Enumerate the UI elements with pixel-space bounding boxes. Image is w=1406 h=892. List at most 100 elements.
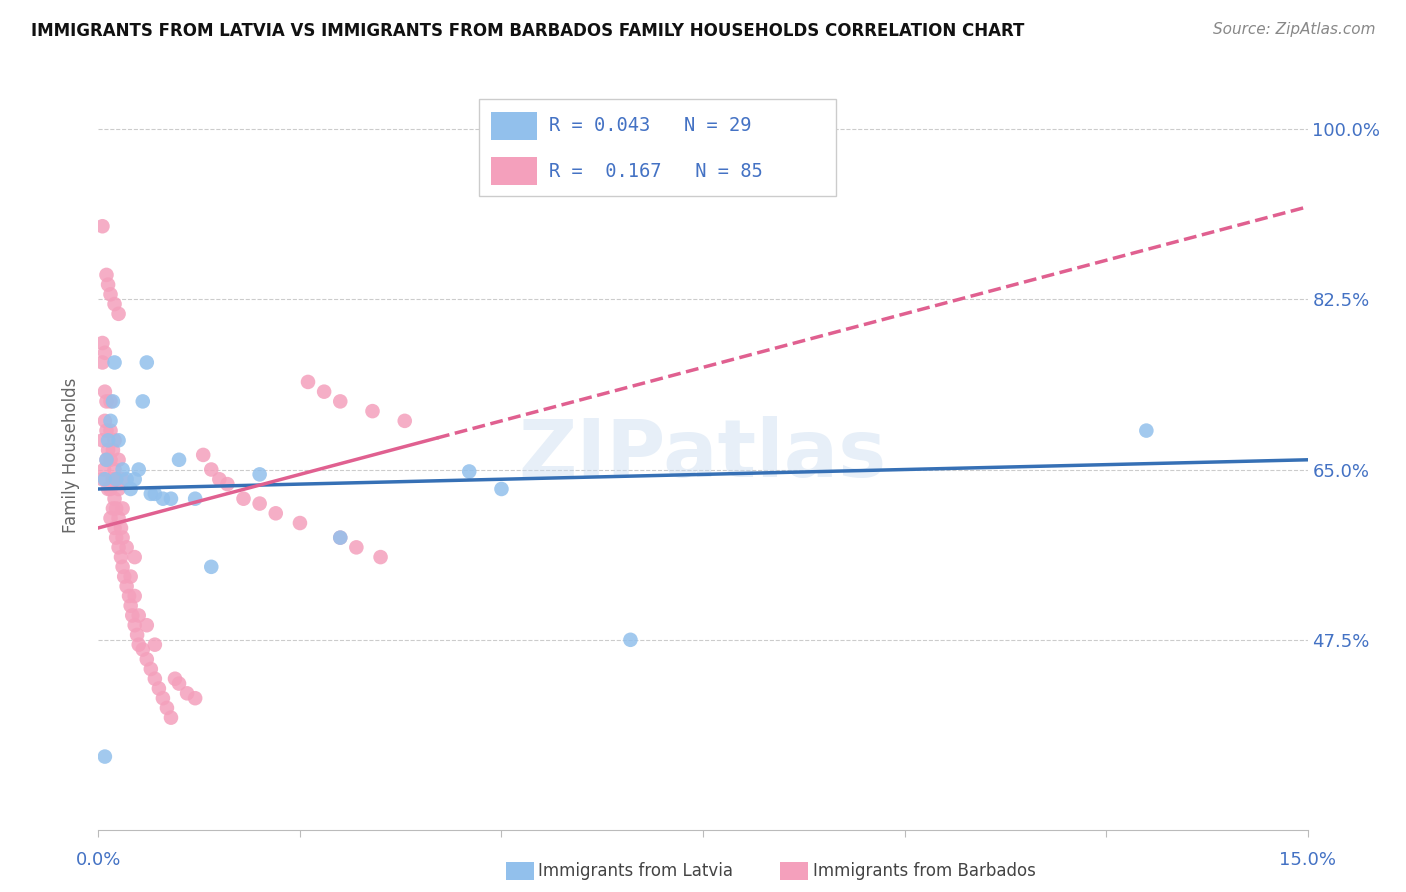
Point [103, 462, 125, 476]
Point [91, 336, 114, 351]
Point [120, 482, 142, 496]
Point [100, 414, 122, 428]
Point [105, 472, 128, 486]
Point [100, 482, 122, 496]
Point [107, 452, 129, 467]
Point [91, 219, 114, 234]
Point [120, 569, 142, 583]
Point [208, 472, 231, 486]
Point [143, 638, 166, 652]
Point [96, 268, 118, 282]
Point [101, 443, 124, 458]
Point [107, 511, 129, 525]
Point [94, 384, 117, 399]
Point [91, 355, 114, 369]
Point [105, 501, 128, 516]
Text: 15.0%: 15.0% [1279, 851, 1336, 869]
Point [101, 472, 124, 486]
Point [264, 506, 287, 520]
Point [94, 414, 117, 428]
Point [96, 424, 118, 438]
Point [135, 618, 157, 632]
Point [152, 691, 174, 706]
Point [100, 452, 122, 467]
Point [100, 424, 122, 438]
Text: 0.0%: 0.0% [76, 851, 121, 869]
Point [115, 579, 138, 593]
Point [111, 559, 134, 574]
Point [193, 448, 215, 462]
Point [91, 434, 114, 448]
Point [110, 521, 132, 535]
Point [112, 569, 135, 583]
Point [111, 462, 134, 476]
Bar [492, 112, 537, 140]
Point [97, 277, 120, 292]
Point [156, 701, 179, 715]
Point [107, 307, 129, 321]
Point [329, 531, 352, 545]
Point [394, 414, 416, 428]
Point [314, 384, 336, 399]
Point [184, 691, 207, 706]
Point [128, 638, 150, 652]
Point [93, 462, 115, 476]
Point [458, 465, 481, 479]
Point [200, 559, 222, 574]
Point [107, 434, 129, 448]
Point [107, 482, 129, 496]
Point [143, 487, 166, 501]
Point [329, 531, 352, 545]
Point [120, 599, 142, 613]
Text: R = 0.043   N = 29: R = 0.043 N = 29 [550, 117, 752, 136]
Point [288, 516, 311, 530]
Point [121, 608, 143, 623]
Point [329, 394, 352, 409]
Point [232, 491, 254, 506]
Point [105, 472, 128, 486]
Point [184, 491, 207, 506]
Point [128, 608, 150, 623]
Point [132, 642, 155, 657]
Point [148, 681, 170, 696]
Text: R =  0.167   N = 85: R = 0.167 N = 85 [550, 162, 763, 181]
Point [143, 672, 166, 686]
Bar [492, 157, 537, 186]
Point [96, 452, 118, 467]
Point [139, 487, 162, 501]
Point [101, 501, 124, 516]
Point [152, 491, 174, 506]
Text: Source: ZipAtlas.com: Source: ZipAtlas.com [1212, 22, 1375, 37]
Point [100, 394, 122, 409]
Point [103, 491, 125, 506]
Point [111, 501, 134, 516]
Point [361, 404, 384, 418]
Point [103, 521, 125, 535]
Point [124, 589, 146, 603]
Point [163, 672, 186, 686]
Text: Immigrants from Latvia: Immigrants from Latvia [538, 862, 734, 880]
Point [132, 394, 155, 409]
Point [249, 467, 271, 482]
Point [491, 482, 513, 496]
Point [97, 482, 120, 496]
Point [124, 472, 146, 486]
Point [94, 472, 117, 486]
Point [160, 711, 183, 725]
Point [94, 749, 117, 764]
FancyBboxPatch shape [479, 99, 837, 196]
Point [100, 287, 122, 301]
Point [176, 686, 198, 700]
Point [103, 297, 125, 311]
Point [115, 541, 138, 555]
Point [111, 472, 134, 486]
Point [111, 531, 134, 545]
Y-axis label: Family Households: Family Households [62, 377, 80, 533]
Point [217, 477, 239, 491]
Point [1135, 424, 1157, 438]
Point [97, 443, 120, 458]
Point [370, 550, 392, 565]
Point [135, 652, 157, 666]
Text: ZIPatlas: ZIPatlas [519, 416, 887, 494]
Point [167, 676, 190, 690]
